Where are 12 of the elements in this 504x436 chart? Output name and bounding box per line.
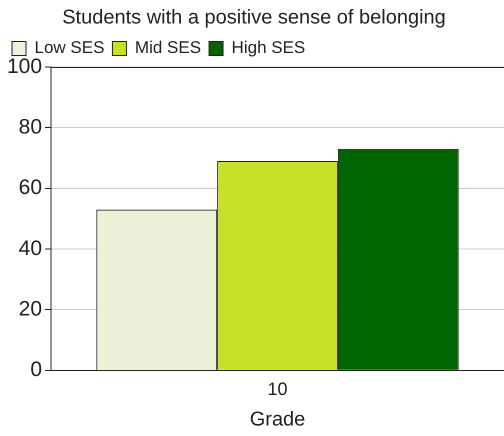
- chart-title: Students with a positive sense of belonging: [62, 6, 446, 29]
- legend-label: Low SES: [34, 38, 104, 58]
- y-tick-label: 100: [6, 54, 42, 78]
- y-tick-label: 60: [18, 176, 42, 200]
- y-tick-label: 80: [18, 115, 42, 138]
- x-axis-title: Grade: [250, 408, 306, 431]
- x-tick-label: 10: [268, 379, 288, 400]
- y-tick-label: 0: [30, 358, 42, 382]
- y-tick-label: 40: [18, 236, 42, 260]
- y-tick-label: 20: [18, 298, 42, 321]
- legend-label: Mid SES: [134, 38, 202, 58]
- legend-label: High SES: [232, 38, 306, 58]
